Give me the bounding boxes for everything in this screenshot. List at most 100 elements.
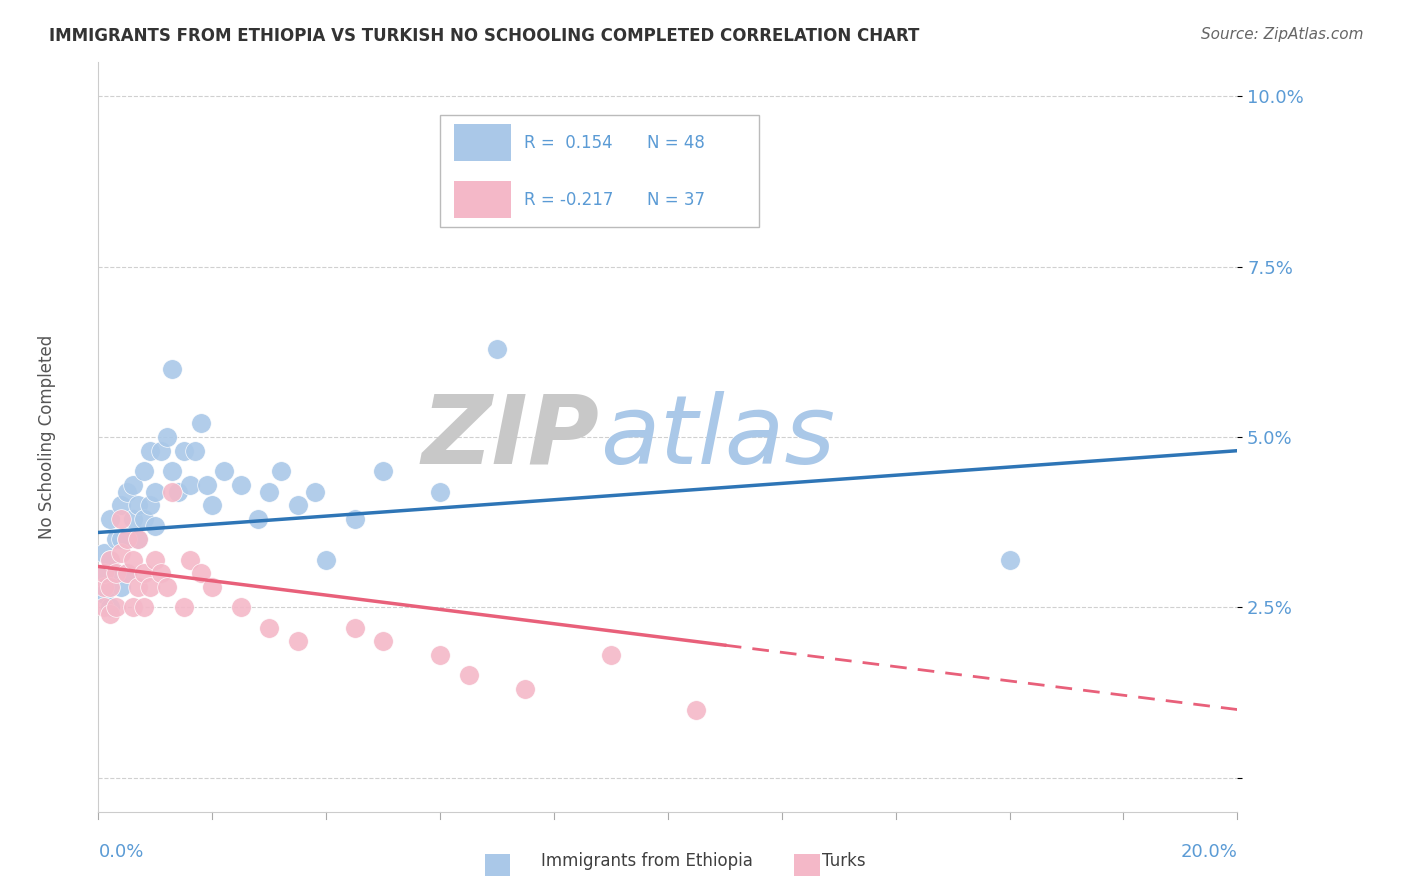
Text: No Schooling Completed: No Schooling Completed [38,335,56,539]
Point [110,580,132,594]
Point [93,566,115,581]
Point [121,552,143,566]
Point [115,533,138,547]
Point [93,600,115,615]
Point [190,417,212,431]
Point [138,443,160,458]
Point [132,512,155,526]
Text: Turks: Turks [821,852,866,870]
Point [150,443,173,458]
Point [115,566,138,581]
Point [162,464,184,478]
Point [104,533,127,547]
Text: Immigrants from Ethiopia: Immigrants from Ethiopia [541,852,752,870]
Point [184,443,207,458]
Point [127,533,149,547]
Point [110,546,132,560]
Point [104,566,127,581]
Point [104,600,127,615]
Point [138,580,160,594]
Point [343,512,366,526]
Point [98,600,121,615]
Text: N = 48: N = 48 [647,134,706,152]
Text: N = 37: N = 37 [647,191,706,209]
Point [156,430,179,444]
Point [179,552,201,566]
Point [110,533,132,547]
Point [195,477,218,491]
Point [179,477,201,491]
Point [98,552,121,566]
Point [98,607,121,622]
FancyBboxPatch shape [440,115,759,227]
Point [132,464,155,478]
Point [98,580,121,594]
Point [98,552,121,566]
Point [429,648,451,662]
Point [167,484,190,499]
Point [429,484,451,499]
Point [132,600,155,615]
Point [93,566,115,581]
Point [115,484,138,499]
Point [127,580,149,594]
Point [115,533,138,547]
Point [173,443,195,458]
Point [998,552,1021,566]
Point [259,484,281,499]
Point [287,634,309,648]
Text: R =  0.154: R = 0.154 [524,134,613,152]
Point [115,566,138,581]
FancyBboxPatch shape [454,124,510,161]
Point [121,477,143,491]
Point [486,342,509,356]
Point [685,702,707,716]
Point [229,477,252,491]
Point [93,580,115,594]
Point [145,518,167,533]
Point [201,498,224,512]
Point [457,668,479,682]
Point [229,600,252,615]
Point [127,498,149,512]
Point [150,566,173,581]
Point [145,552,167,566]
Point [373,634,395,648]
Point [93,587,115,601]
Point [132,566,155,581]
Point [110,498,132,512]
Point [287,498,309,512]
Point [343,621,366,635]
Point [304,484,326,499]
Text: Source: ZipAtlas.com: Source: ZipAtlas.com [1201,27,1364,42]
Text: 0.0%: 0.0% [98,843,143,861]
Point [212,464,235,478]
Point [162,362,184,376]
Point [373,464,395,478]
Point [270,464,292,478]
Point [600,648,623,662]
Point [98,512,121,526]
Point [315,552,337,566]
Point [138,498,160,512]
Point [110,512,132,526]
Point [162,484,184,499]
Point [201,580,224,594]
Text: IMMIGRANTS FROM ETHIOPIA VS TURKISH NO SCHOOLING COMPLETED CORRELATION CHART: IMMIGRANTS FROM ETHIOPIA VS TURKISH NO S… [49,27,920,45]
Point [515,682,537,697]
Point [93,546,115,560]
Point [121,600,143,615]
Point [127,533,149,547]
Point [246,512,269,526]
Point [121,512,143,526]
Point [190,566,212,581]
Text: R = -0.217: R = -0.217 [524,191,614,209]
Point [104,566,127,581]
Text: atlas: atlas [599,391,835,483]
Text: 20.0%: 20.0% [1181,843,1237,861]
Point [259,621,281,635]
Point [145,484,167,499]
Point [173,600,195,615]
Text: ZIP: ZIP [422,391,599,483]
FancyBboxPatch shape [454,181,510,219]
